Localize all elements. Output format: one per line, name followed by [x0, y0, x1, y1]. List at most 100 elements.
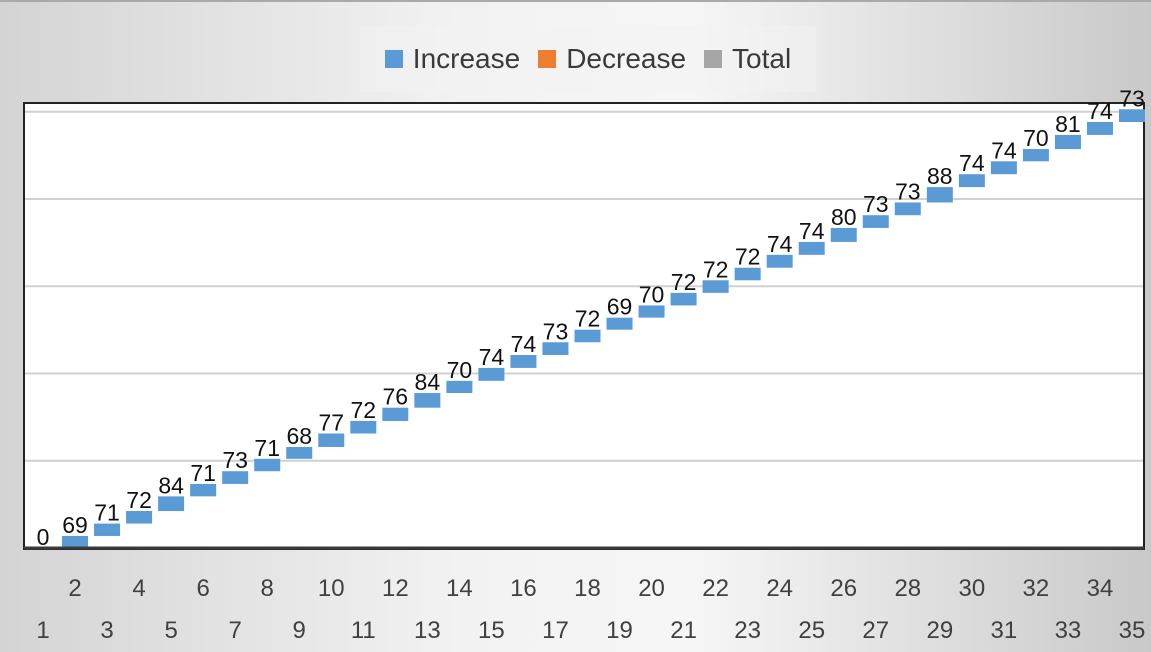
x-tick-label-17: 17	[542, 617, 569, 644]
x-tick-label-30: 30	[959, 575, 986, 602]
data-label-28: 73	[895, 178, 921, 204]
waterfall-bar-7	[222, 471, 249, 484]
data-label-17: 73	[543, 318, 569, 344]
waterfall-bar-14	[446, 380, 473, 394]
data-label-20: 70	[639, 281, 665, 307]
legend-label-decrease: Decrease	[566, 43, 687, 74]
waterfall-bar-15	[478, 367, 505, 381]
waterfall-bar-16	[510, 354, 537, 368]
gridlines	[25, 110, 1143, 462]
x-tick-label-18: 18	[574, 575, 601, 602]
waterfall-bar-31	[990, 161, 1017, 175]
data-label-12: 76	[383, 384, 409, 410]
data-label-5: 84	[158, 472, 184, 498]
x-tick-label-12: 12	[382, 575, 409, 602]
bars	[62, 109, 1145, 548]
waterfall-bar-29	[926, 187, 953, 203]
x-tick-label-20: 20	[638, 575, 665, 602]
data-label-29: 88	[927, 163, 953, 189]
x-tick-label-1: 1	[36, 617, 49, 644]
x-tick-label-2: 2	[68, 575, 81, 602]
x-tick-label-31: 31	[991, 617, 1018, 644]
data-label-14: 70	[447, 357, 473, 383]
data-label-35: 73	[1119, 85, 1145, 111]
data-label-11: 72	[350, 397, 376, 423]
data-label-27: 73	[863, 191, 889, 217]
data-label-3: 71	[94, 500, 120, 526]
data-label-25: 74	[799, 218, 825, 244]
x-tick-labels: 1234567891011121314151617181920212223242…	[36, 575, 1145, 644]
x-tick-label-21: 21	[670, 617, 697, 644]
waterfall-bar-30	[958, 174, 985, 188]
x-tick-label-8: 8	[261, 575, 274, 602]
data-label-24: 74	[767, 231, 793, 257]
data-label-33: 81	[1055, 111, 1081, 137]
data-label-7: 73	[222, 447, 248, 473]
legend-item-increase: Increase	[384, 43, 521, 75]
x-tick-label-34: 34	[1087, 575, 1114, 602]
waterfall-bar-17	[542, 342, 569, 355]
data-label-18: 72	[575, 306, 601, 332]
waterfall-bar-33	[1054, 134, 1081, 150]
data-label-26: 80	[831, 204, 857, 230]
x-tick-label-5: 5	[164, 617, 177, 644]
waterfall-bar-18	[574, 329, 601, 343]
x-tick-label-22: 22	[702, 575, 729, 602]
waterfall-bar-8	[254, 458, 281, 472]
x-tick-label-35: 35	[1119, 617, 1146, 644]
data-label-8: 71	[254, 435, 280, 461]
waterfall-bar-2	[62, 535, 89, 548]
waterfall-bar-11	[350, 420, 377, 434]
x-tick-label-3: 3	[100, 617, 113, 644]
waterfall-bar-21	[670, 292, 697, 306]
waterfall-bar-22	[702, 280, 729, 293]
top-border	[0, 0, 1151, 2]
x-tick-label-23: 23	[734, 617, 761, 644]
waterfall-bar-6	[190, 483, 217, 497]
data-label-6: 71	[190, 460, 216, 486]
waterfall-bar-3	[94, 523, 121, 536]
legend-label-increase: Increase	[412, 43, 521, 74]
x-tick-label-27: 27	[862, 617, 889, 644]
legend-item-total: Total	[704, 43, 791, 75]
waterfall-bar-19	[606, 317, 633, 330]
x-tick-label-9: 9	[293, 617, 306, 644]
waterfall-bar-26	[830, 227, 857, 242]
legend-label-total: Total	[732, 43, 792, 74]
x-tick-label-32: 32	[1023, 575, 1050, 602]
waterfall-bar-35	[1119, 109, 1145, 123]
data-label-22: 72	[703, 256, 729, 282]
x-tick-label-15: 15	[478, 617, 505, 644]
data-label-16: 74	[511, 331, 537, 357]
x-tick-label-14: 14	[446, 575, 473, 602]
x-tick-label-11: 11	[351, 617, 376, 644]
data-label-34: 74	[1087, 98, 1113, 124]
waterfall-bar-9	[286, 446, 313, 459]
x-tick-label-13: 13	[414, 617, 441, 644]
waterfall-bar-5	[158, 496, 185, 512]
x-tick-label-26: 26	[830, 575, 857, 602]
x-tick-label-7: 7	[228, 617, 241, 644]
waterfall-bar-28	[894, 202, 921, 216]
x-tick-label-24: 24	[766, 575, 793, 602]
data-label-32: 70	[1023, 125, 1049, 151]
x-tick-label-10: 10	[318, 575, 345, 602]
plot-area	[23, 102, 1145, 550]
x-tick-label-29: 29	[926, 617, 953, 644]
x-tick-label-25: 25	[798, 617, 825, 644]
data-label-30: 74	[959, 150, 985, 176]
waterfall-bar-13	[414, 393, 441, 408]
waterfall-bar-12	[382, 407, 409, 421]
waterfall-bar-24	[766, 254, 793, 268]
data-label-15: 74	[479, 344, 505, 370]
data-label-31: 74	[991, 137, 1017, 163]
waterfall-bar-10	[318, 433, 345, 447]
legend-item-decrease: Decrease	[538, 43, 686, 75]
data-label-4: 72	[126, 487, 152, 513]
x-tick-label-33: 33	[1055, 617, 1082, 644]
data-label-21: 72	[671, 269, 697, 295]
x-tick-label-19: 19	[606, 617, 633, 644]
